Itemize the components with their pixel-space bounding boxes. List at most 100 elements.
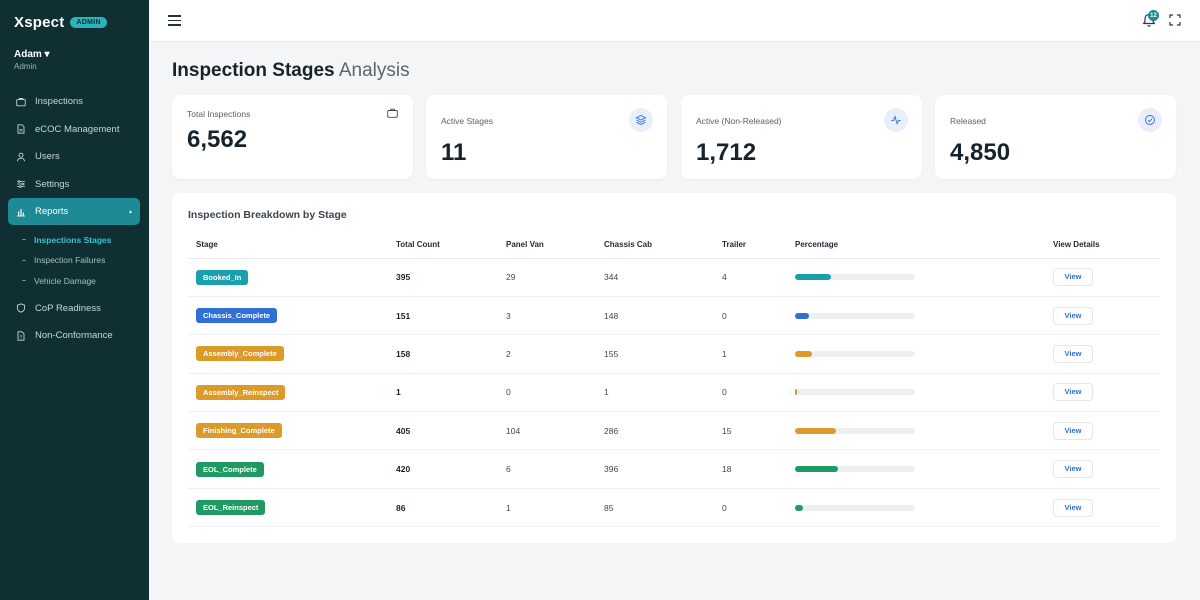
chevron-up-icon: ▴ <box>128 209 132 216</box>
chassis-cab-cell: 155 <box>596 334 714 374</box>
view-details-cell: View <box>1045 334 1160 374</box>
view-button[interactable]: View <box>1053 383 1093 402</box>
briefcase-icon <box>387 108 398 118</box>
user-menu[interactable]: Adam ▾ Admin <box>14 49 50 71</box>
reports-submenu: Inspections Stages Inspection Failures V… <box>8 229 140 291</box>
sidebar-item-cop-readiness[interactable]: CoP Readiness <box>8 295 140 322</box>
sidebar-item-settings[interactable]: Settings <box>8 171 140 198</box>
table-row: Assembly_Complete 158 2 155 1 View <box>188 334 1160 374</box>
sidebar-item-inspections[interactable]: Inspections <box>8 88 140 115</box>
chassis-cab-cell: 286 <box>596 411 714 451</box>
panel-van-cell: 104 <box>498 411 596 451</box>
submenu-item-inspection-failures[interactable]: Inspection Failures <box>8 250 140 271</box>
sidebar-item-label: Users <box>35 151 60 163</box>
menu-icon[interactable] <box>168 15 181 26</box>
document-icon <box>16 124 26 134</box>
panel-van-cell: 6 <box>498 449 596 489</box>
page-title-light: Analysis <box>338 60 410 81</box>
page-title-bold: Inspection Stages <box>172 60 335 81</box>
percentage-cell <box>787 488 1045 528</box>
column-header-view-details: View Details <box>1045 231 1160 259</box>
stage-badge: Chassis_Complete <box>196 308 278 324</box>
table-header-row: Stage Total Count Panel Van Chassis Cab … <box>188 231 1160 259</box>
percentage-bar-track <box>795 466 915 473</box>
briefcase-icon <box>16 97 26 107</box>
stage-badge: Assembly_Reinspect <box>196 384 286 400</box>
view-button[interactable]: View <box>1053 268 1093 287</box>
percentage-bar-fill <box>795 466 839 473</box>
stage-badge: Finishing_Complete <box>196 423 282 439</box>
percentage-bar-fill <box>795 274 831 281</box>
document-alert-icon <box>16 331 26 341</box>
brand: Xspect ADMIN <box>14 14 107 31</box>
stat-label: Active Stages <box>441 116 493 126</box>
percentage-bar-track <box>795 504 915 511</box>
percentage-bar-track <box>795 389 915 396</box>
sliders-icon <box>16 179 26 189</box>
view-details-cell: View <box>1045 258 1160 297</box>
trailer-cell: 0 <box>714 488 787 528</box>
percentage-cell <box>787 334 1045 374</box>
sidebar-item-users[interactable]: Users <box>8 143 140 170</box>
chassis-cab-cell: 396 <box>596 449 714 489</box>
stat-value: 4,850 <box>950 139 1011 166</box>
view-button[interactable]: View <box>1053 306 1093 325</box>
fullscreen-icon[interactable] <box>1169 14 1181 26</box>
percentage-bar-fill <box>795 504 804 511</box>
total-count-cell: 151 <box>388 296 498 336</box>
view-button[interactable]: View <box>1053 460 1093 479</box>
stage-badge: EOL_Complete <box>196 461 264 477</box>
view-details-cell: View <box>1045 411 1160 451</box>
percentage-cell <box>787 258 1045 297</box>
total-count-cell: 395 <box>388 258 498 297</box>
stat-value: 6,562 <box>187 126 248 153</box>
percentage-cell <box>787 449 1045 489</box>
sidebar-item-label: Non-Conformance <box>35 330 113 342</box>
total-count-cell: 158 <box>388 334 498 374</box>
sidebar-item-non-conformance[interactable]: Non-Conformance <box>8 322 140 349</box>
view-button[interactable]: View <box>1053 421 1093 440</box>
top-bar: 12 <box>149 0 1200 42</box>
percentage-cell <box>787 373 1045 413</box>
table-row: Assembly_Reinspect 1 0 1 0 View <box>188 373 1160 413</box>
stage-badge: Assembly_Complete <box>196 346 284 362</box>
column-header-chassis-cab: Chassis Cab <box>596 231 714 259</box>
stage-cell: Booked_In <box>188 258 388 297</box>
view-button[interactable]: View <box>1053 498 1093 517</box>
stage-cell: Assembly_Reinspect <box>188 373 388 413</box>
trailer-cell: 15 <box>714 411 787 451</box>
page-title: Inspection Stages Analysis <box>172 60 410 82</box>
table-row: Chassis_Complete 151 3 148 0 View <box>188 296 1160 336</box>
submenu-item-inspections-stages[interactable]: Inspections Stages <box>8 229 140 250</box>
table-row: Finishing_Complete 405 104 286 15 View <box>188 411 1160 451</box>
sidebar-item-label: CoP Readiness <box>35 302 101 314</box>
table-row: EOL_Complete 420 6 396 18 View <box>188 449 1160 489</box>
dash-icon <box>22 259 26 261</box>
trailer-cell: 4 <box>714 258 787 297</box>
stat-label: Active (Non-Released) <box>696 116 782 126</box>
submenu-item-label: Vehicle Damage <box>34 275 96 286</box>
panel-van-cell: 1 <box>498 488 596 528</box>
percentage-bar-fill <box>795 427 836 434</box>
stage-cell: Chassis_Complete <box>188 296 388 336</box>
view-details-cell: View <box>1045 449 1160 489</box>
percentage-cell <box>787 411 1045 451</box>
sidebar-item-ecoc-management[interactable]: eCOC Management <box>8 116 140 143</box>
check-circle-icon <box>1138 108 1162 132</box>
trailer-cell: 0 <box>714 373 787 413</box>
stat-label: Released <box>950 116 986 126</box>
sidebar-item-label: eCOC Management <box>35 123 120 135</box>
panel-van-cell: 0 <box>498 373 596 413</box>
user-icon <box>16 152 26 162</box>
submenu-item-label: Inspection Failures <box>34 255 106 266</box>
trailer-cell: 1 <box>714 334 787 374</box>
submenu-item-vehicle-damage[interactable]: Vehicle Damage <box>8 270 140 291</box>
view-button[interactable]: View <box>1053 344 1093 363</box>
user-name[interactable]: Adam ▾ <box>14 49 50 60</box>
column-header-total-count: Total Count <box>388 231 498 259</box>
stage-badge: Booked_In <box>196 269 249 285</box>
sidebar-item-reports[interactable]: Reports ▴ <box>8 198 140 226</box>
percentage-bar-track <box>795 350 915 357</box>
sidebar: Xspect ADMIN Adam ▾ Admin Inspections eC… <box>0 0 149 600</box>
breakdown-panel: Inspection Breakdown by Stage Stage Tota… <box>172 193 1176 543</box>
